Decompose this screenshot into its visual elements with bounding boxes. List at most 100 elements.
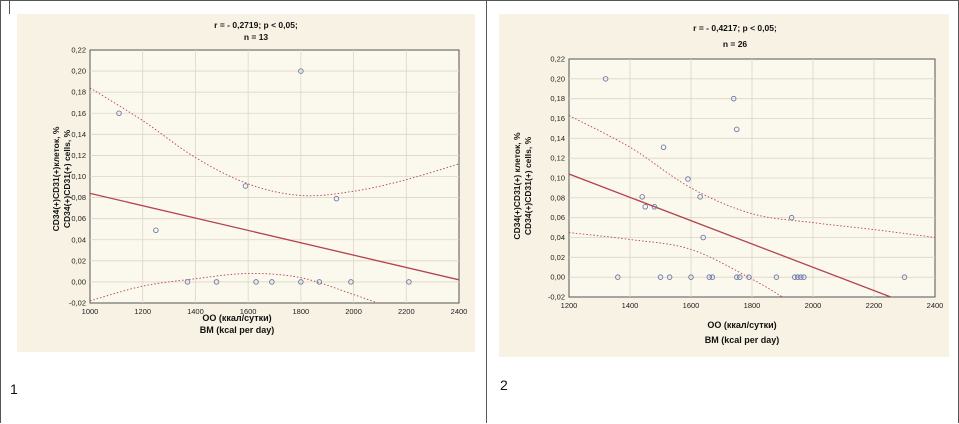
figure-panel-1: 1000 1200 1400 1600 1800 2000 2200 2400 -0,02 0,0… — [0, 0, 487, 423]
x-tick-label: 1800 — [293, 307, 310, 316]
data-point — [333, 195, 340, 202]
x-tick-label: 2200 — [866, 301, 883, 310]
ci-upper-curve — [90, 87, 459, 197]
regression-line — [569, 173, 892, 297]
x-tick-label: 1000 — [82, 307, 99, 316]
y-tick-label: 0,12 — [550, 154, 565, 163]
data-point — [184, 279, 191, 285]
data-point — [697, 194, 703, 200]
x-tick-label: 1600 — [240, 307, 257, 316]
x-tick-label: 2400 — [927, 301, 944, 310]
plot-marks — [90, 68, 459, 303]
y-axis-label-line1: CD34(+)CD31(+) клеток, % — [512, 132, 522, 240]
data-point — [406, 279, 412, 285]
data-point — [791, 274, 798, 280]
y-tick-label: 0,14 — [550, 134, 565, 143]
data-point — [615, 274, 621, 280]
chart-title-line1: r = - 0,4217; p < 0,05; — [693, 23, 777, 33]
y-tick-label: 0,00 — [550, 273, 565, 282]
y-tick-label: 0,10 — [550, 174, 565, 183]
x-tick-label: 1200 — [134, 307, 151, 316]
regression-line — [90, 192, 459, 281]
x-axis-label-line2: BM (kcal per day) — [705, 335, 780, 345]
y-tick-label: 0,20 — [71, 67, 86, 76]
x-tick-label: 1600 — [683, 301, 700, 310]
data-point — [348, 279, 354, 285]
data-point — [685, 176, 691, 182]
data-point — [642, 204, 648, 210]
data-point — [316, 279, 323, 285]
data-point — [733, 274, 740, 280]
y-tick-label: 0,02 — [550, 253, 565, 262]
x-tick-label: 2200 — [398, 307, 415, 316]
data-point — [253, 279, 259, 285]
chart-1: 1000 1200 1400 1600 1800 2000 2200 2400 -0,02 0,0… — [17, 14, 475, 352]
y-tick-label: 0,06 — [71, 214, 86, 223]
data-point — [639, 194, 645, 200]
x-tick-label: 1400 — [187, 307, 204, 316]
y-tick-label: 0,16 — [71, 109, 86, 118]
y-axis-label-line2: CD34(+)CD31(+) cells, % — [62, 129, 72, 228]
y-tick-label: -0,02 — [69, 299, 86, 308]
corner-tick — [9, 0, 10, 14]
y-tick-label: -0,02 — [548, 293, 565, 302]
data-point — [801, 274, 807, 280]
data-point — [901, 274, 908, 280]
y-tick-label: 0,04 — [550, 233, 565, 242]
data-point — [213, 279, 220, 285]
data-point — [153, 227, 159, 234]
data-point — [660, 144, 667, 151]
y-tick-label: 0,06 — [550, 213, 565, 222]
data-point — [746, 274, 752, 280]
y-tick-label: 0,08 — [550, 193, 565, 202]
ci-lower-curve — [569, 232, 783, 297]
data-point — [602, 76, 609, 82]
y-tick-label: 0,10 — [71, 172, 86, 181]
y-tick-label: 0,18 — [71, 88, 86, 97]
y-tick-label: 0,16 — [550, 114, 565, 123]
data-point — [798, 274, 804, 280]
data-point — [116, 110, 122, 116]
chart-title-line2: n = 13 — [244, 32, 269, 42]
data-point — [657, 274, 664, 280]
chart-title-line2: n = 26 — [723, 39, 748, 49]
y-tick-label: 0,18 — [550, 94, 565, 103]
data-point — [730, 95, 737, 102]
x-tick-label: 2400 — [451, 307, 468, 316]
plot-marks — [569, 76, 935, 297]
y-tick-label: 0,22 — [550, 55, 565, 64]
chart-2: 1200 1400 1600 1800 2000 2200 2400 -0,02 0,00 0,0… — [499, 14, 949, 357]
x-tick-label: 2000 — [345, 307, 362, 316]
x-axis-label-line2: BM (kcal per day) — [200, 325, 275, 335]
data-point — [709, 274, 716, 280]
y-tick-label: 0,20 — [550, 74, 565, 83]
y-tick-label: 0,02 — [71, 256, 86, 265]
panel-number-2: 2 — [500, 377, 508, 393]
panel-number-1: 1 — [10, 381, 18, 397]
data-point — [706, 274, 713, 280]
data-point — [795, 274, 801, 280]
y-tick-label: 0,04 — [71, 235, 86, 244]
x-tick-label: 1400 — [622, 301, 639, 310]
data-point — [298, 279, 304, 285]
y-tick-label: 0,12 — [71, 151, 86, 160]
chart-title-line1: r = - 0,2719; p < 0,05; — [214, 20, 298, 30]
data-point — [666, 274, 673, 280]
data-point — [298, 68, 304, 74]
y-tick-label: 0,14 — [71, 130, 86, 139]
y-tick-label: 0,08 — [71, 193, 86, 202]
data-point — [700, 234, 706, 241]
x-tick-label: 1800 — [744, 301, 761, 310]
data-point — [733, 126, 740, 133]
y-axis-label-line1: CD34(+)CD31(+)клеток, % — [51, 126, 61, 231]
y-tick-label: 0,00 — [71, 277, 86, 286]
data-point — [651, 204, 658, 210]
figure-panel-2: 1200 1400 1600 1800 2000 2200 2400 -0,02 0,00 0,0… — [487, 0, 959, 423]
y-tick-label: 0,22 — [71, 46, 86, 55]
x-tick-label: 1200 — [561, 301, 578, 310]
x-axis-label-line1: ОО (ккал/сутки) — [707, 320, 776, 330]
data-point — [688, 274, 694, 280]
x-axis-label-line1: ОО (ккал/сутки) — [202, 313, 271, 323]
y-axis-label-line2: CD34(+)CD31(+) cells, % — [523, 136, 533, 235]
data-point — [788, 214, 795, 221]
